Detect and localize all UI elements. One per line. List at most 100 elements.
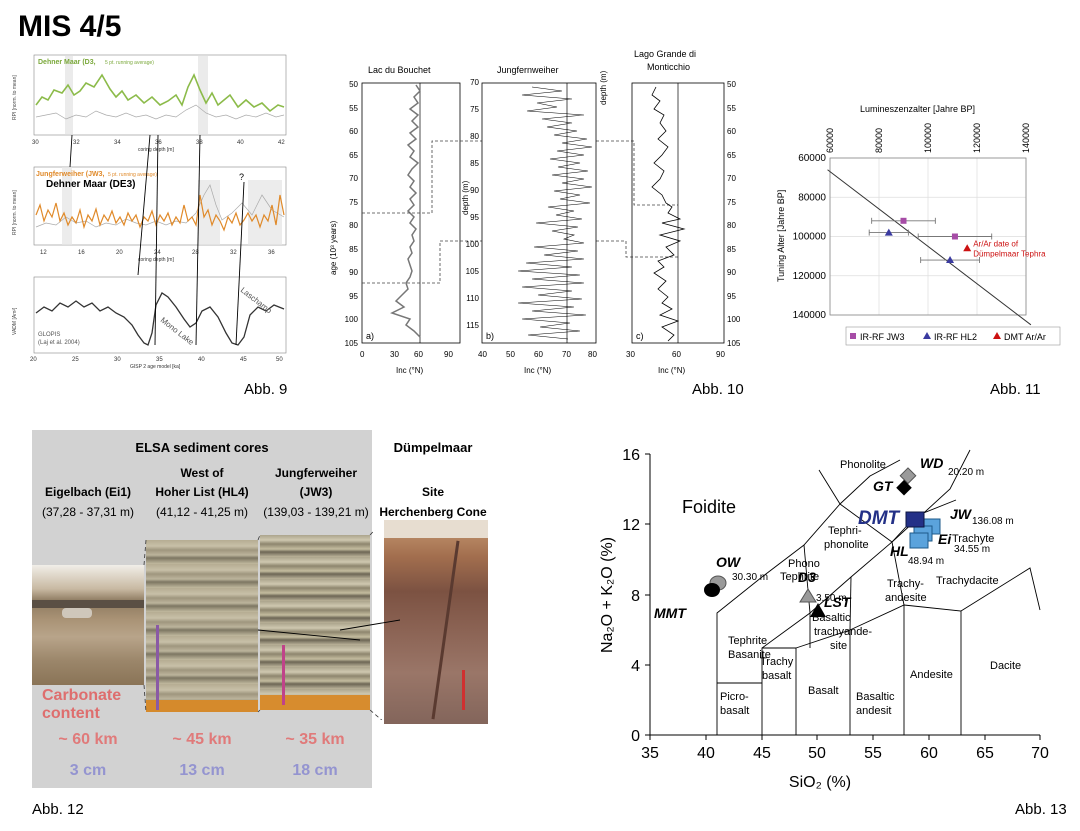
svg-text:phonolite: phonolite [824,539,869,551]
svg-text:70: 70 [1031,745,1049,762]
svg-text:90: 90 [716,350,725,359]
svg-text:55: 55 [727,104,736,113]
fig11-xtick-label: 140000 [1021,123,1031,153]
fig10-title-b: Jungfernweiher [497,65,559,75]
svg-text:80: 80 [349,221,358,230]
svg-text:95: 95 [349,292,358,301]
fig9-p2-gray-curve [35,184,285,228]
fig10-xlabel-a: Inc (°N) [396,366,424,375]
fig10-panel-b-frame [481,82,597,344]
fig11-legend-label: IR-RF JW3 [860,332,905,342]
fig12-connectors [143,530,400,720]
caption-abb-10: Abb. 10 [692,381,744,398]
fig12-col3-range: (139,03 - 139,21 m) [263,505,369,519]
svg-text:Trachy: Trachy [760,656,794,668]
fig12-col3-cm: 18 cm [292,762,338,779]
fig9-p3-xlabel: GISP 2 age model [ka] [130,364,181,370]
svg-text:36: 36 [155,140,162,146]
fig13-tick-marks [645,453,1041,740]
fig11-legend-entry-2: DMT Ar/Ar [993,332,1046,342]
fig11-ytick-label: 140000 [793,310,827,321]
fig13-marker-wd [899,467,917,485]
svg-text:20: 20 [116,250,123,256]
svg-text:32: 32 [73,140,80,146]
svg-text:20.20 m: 20.20 m [948,467,984,478]
fig13-marker-dmt [905,511,925,528]
svg-text:65: 65 [349,151,358,160]
svg-text:45: 45 [240,357,247,363]
fig12-photo-hoher-list [146,540,258,712]
fig12-col2-km: ~ 45 km [172,731,232,748]
fig10-panel-b-curve [517,86,593,340]
fig10-title-a: Lac du Bouchet [368,65,431,75]
fig10-letter-a: a) [366,331,374,341]
fig9-p1-title: Dehner Maar (D3, [38,59,96,66]
svg-text:30: 30 [626,350,635,359]
svg-text:60: 60 [920,745,938,762]
svg-text:105: 105 [466,267,480,276]
figure-9: Dehner Maar (D3, 5 pt. running average) … [12,54,287,370]
fig11-point-1-0 [884,228,893,236]
fig11-point-0-0 [900,217,907,224]
fig13-yticks: 0 4 8 12 16 [622,447,640,745]
svg-text:60: 60 [349,127,358,136]
svg-text:35: 35 [156,357,163,363]
fig10-title-c2: Monticchio [647,62,690,72]
svg-text:4: 4 [631,658,640,675]
fig10-xticks-b: 40 50 60 70 80 [478,350,597,359]
fig12-col2-range: (41,12 - 41,25 m) [155,505,249,519]
svg-text:50: 50 [349,80,358,89]
svg-text:0: 0 [360,350,365,359]
svg-text:20: 20 [30,357,37,363]
fig11-ytick-label: 60000 [798,153,826,164]
svg-text:Tephrite: Tephrite [728,635,767,647]
fig10-xticks-c: 30 60 90 [626,350,725,359]
svg-text:16: 16 [78,250,85,256]
fig11-ytick-label: 100000 [793,232,827,243]
svg-text:Dacite: Dacite [990,660,1021,672]
fig10-left-ticks: 50 55 60 65 70 75 80 85 90 95 100 105 [345,80,359,348]
svg-text:80: 80 [470,132,479,141]
fig9-p1-ylabel: RPI [norm. to mean] [12,75,18,120]
svg-text:50: 50 [506,350,515,359]
fig10-xlabel-b: Inc (°N) [524,366,552,375]
fig9-panel-2: Jungferweiher (JW3, 5 pt. running averag… [12,166,287,263]
svg-text:andesit: andesit [856,705,891,717]
fig12-col3-line2: (JW3) [299,485,333,499]
svg-text:65: 65 [976,745,994,762]
svg-text:Basanite: Basanite [728,649,771,661]
svg-text:JW: JW [950,506,973,522]
svg-text:75: 75 [349,198,358,207]
fig9-p2-orange-curve [35,194,285,232]
svg-text:50: 50 [727,80,736,89]
fig11-legend-box [845,326,1061,346]
svg-text:85: 85 [349,245,358,254]
svg-text:70: 70 [349,174,358,183]
fig13-field-boundaries [716,449,1041,735]
svg-text:30: 30 [390,350,399,359]
fig10-letter-c: c) [636,331,644,341]
svg-text:55: 55 [864,745,882,762]
fig12-header: ELSA sediment cores [135,440,269,455]
caption-abb-9: Abb. 9 [244,381,288,398]
caption-abb-13: Abb. 13 [1015,801,1067,818]
fig11-y-axis-label: Tuning Alter [Jahre BP] [776,190,786,282]
fig10-letter-b: b) [486,331,494,341]
svg-text:60: 60 [727,127,736,136]
svg-text:basalt: basalt [762,670,791,682]
svg-text:Basaltic: Basaltic [856,691,895,703]
svg-text:60: 60 [414,350,423,359]
fig9-p1-gray-curve [35,104,285,120]
fig10-xlabel-c: Inc (°N) [658,366,686,375]
fig11-xtick-label: 100000 [923,123,933,153]
fig9-p3-xticks: 20 25 30 35 40 45 50 [30,357,283,363]
fig12-carbonate-line2: content [42,705,100,722]
fig9-p2-title: Jungferweiher (JW3, [36,171,105,178]
svg-text:32: 32 [230,250,237,256]
fig12-col4-line2: Herchenberg Cone [379,505,487,519]
svg-text:85: 85 [470,159,479,168]
fig11-plot-area: 60000 80000 100000 120000 140000 60000 80000 10… [793,123,1046,326]
svg-text:75: 75 [727,198,736,207]
fig11-frame [829,157,1027,316]
svg-text:55: 55 [349,104,358,113]
